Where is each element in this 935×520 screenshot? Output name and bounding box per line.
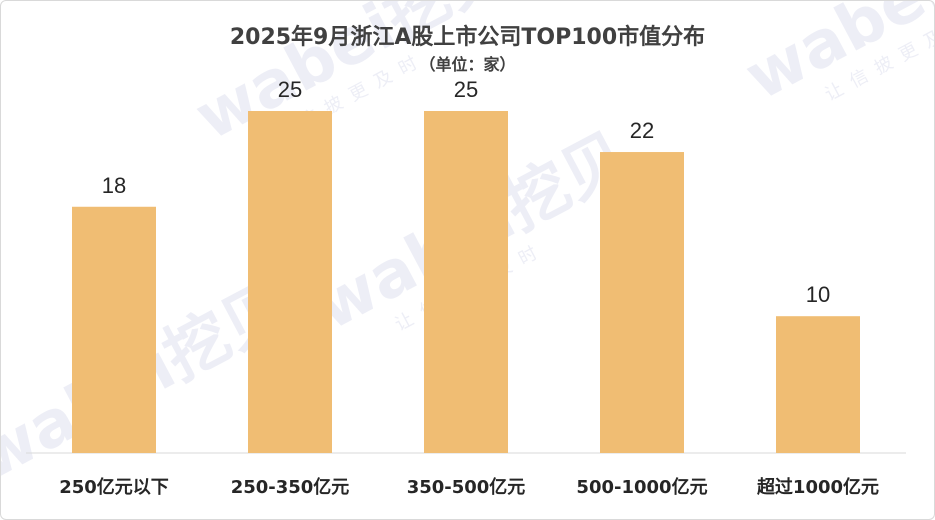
bar [248,111,332,453]
chart-subtitle: （单位：家） [419,55,516,74]
data-label: 22 [630,118,654,143]
category-tick-label: 500-1000亿元 [576,476,707,498]
data-label: 18 [102,173,126,198]
bar [72,206,156,453]
data-label: 10 [806,282,830,307]
bar [776,316,860,453]
bar [424,111,508,453]
category-tick-label: 超过1000亿元 [757,476,879,498]
data-label: 25 [278,77,302,102]
category-tick-label: 250亿元以下 [59,476,169,498]
chart-title: 2025年9月浙江A股上市公司TOP100市值分布 [229,25,706,50]
bar [600,152,684,454]
category-tick-label: 250-350亿元 [231,476,350,498]
category-tick-label: 350-500亿元 [407,476,526,498]
data-label: 25 [454,77,478,102]
